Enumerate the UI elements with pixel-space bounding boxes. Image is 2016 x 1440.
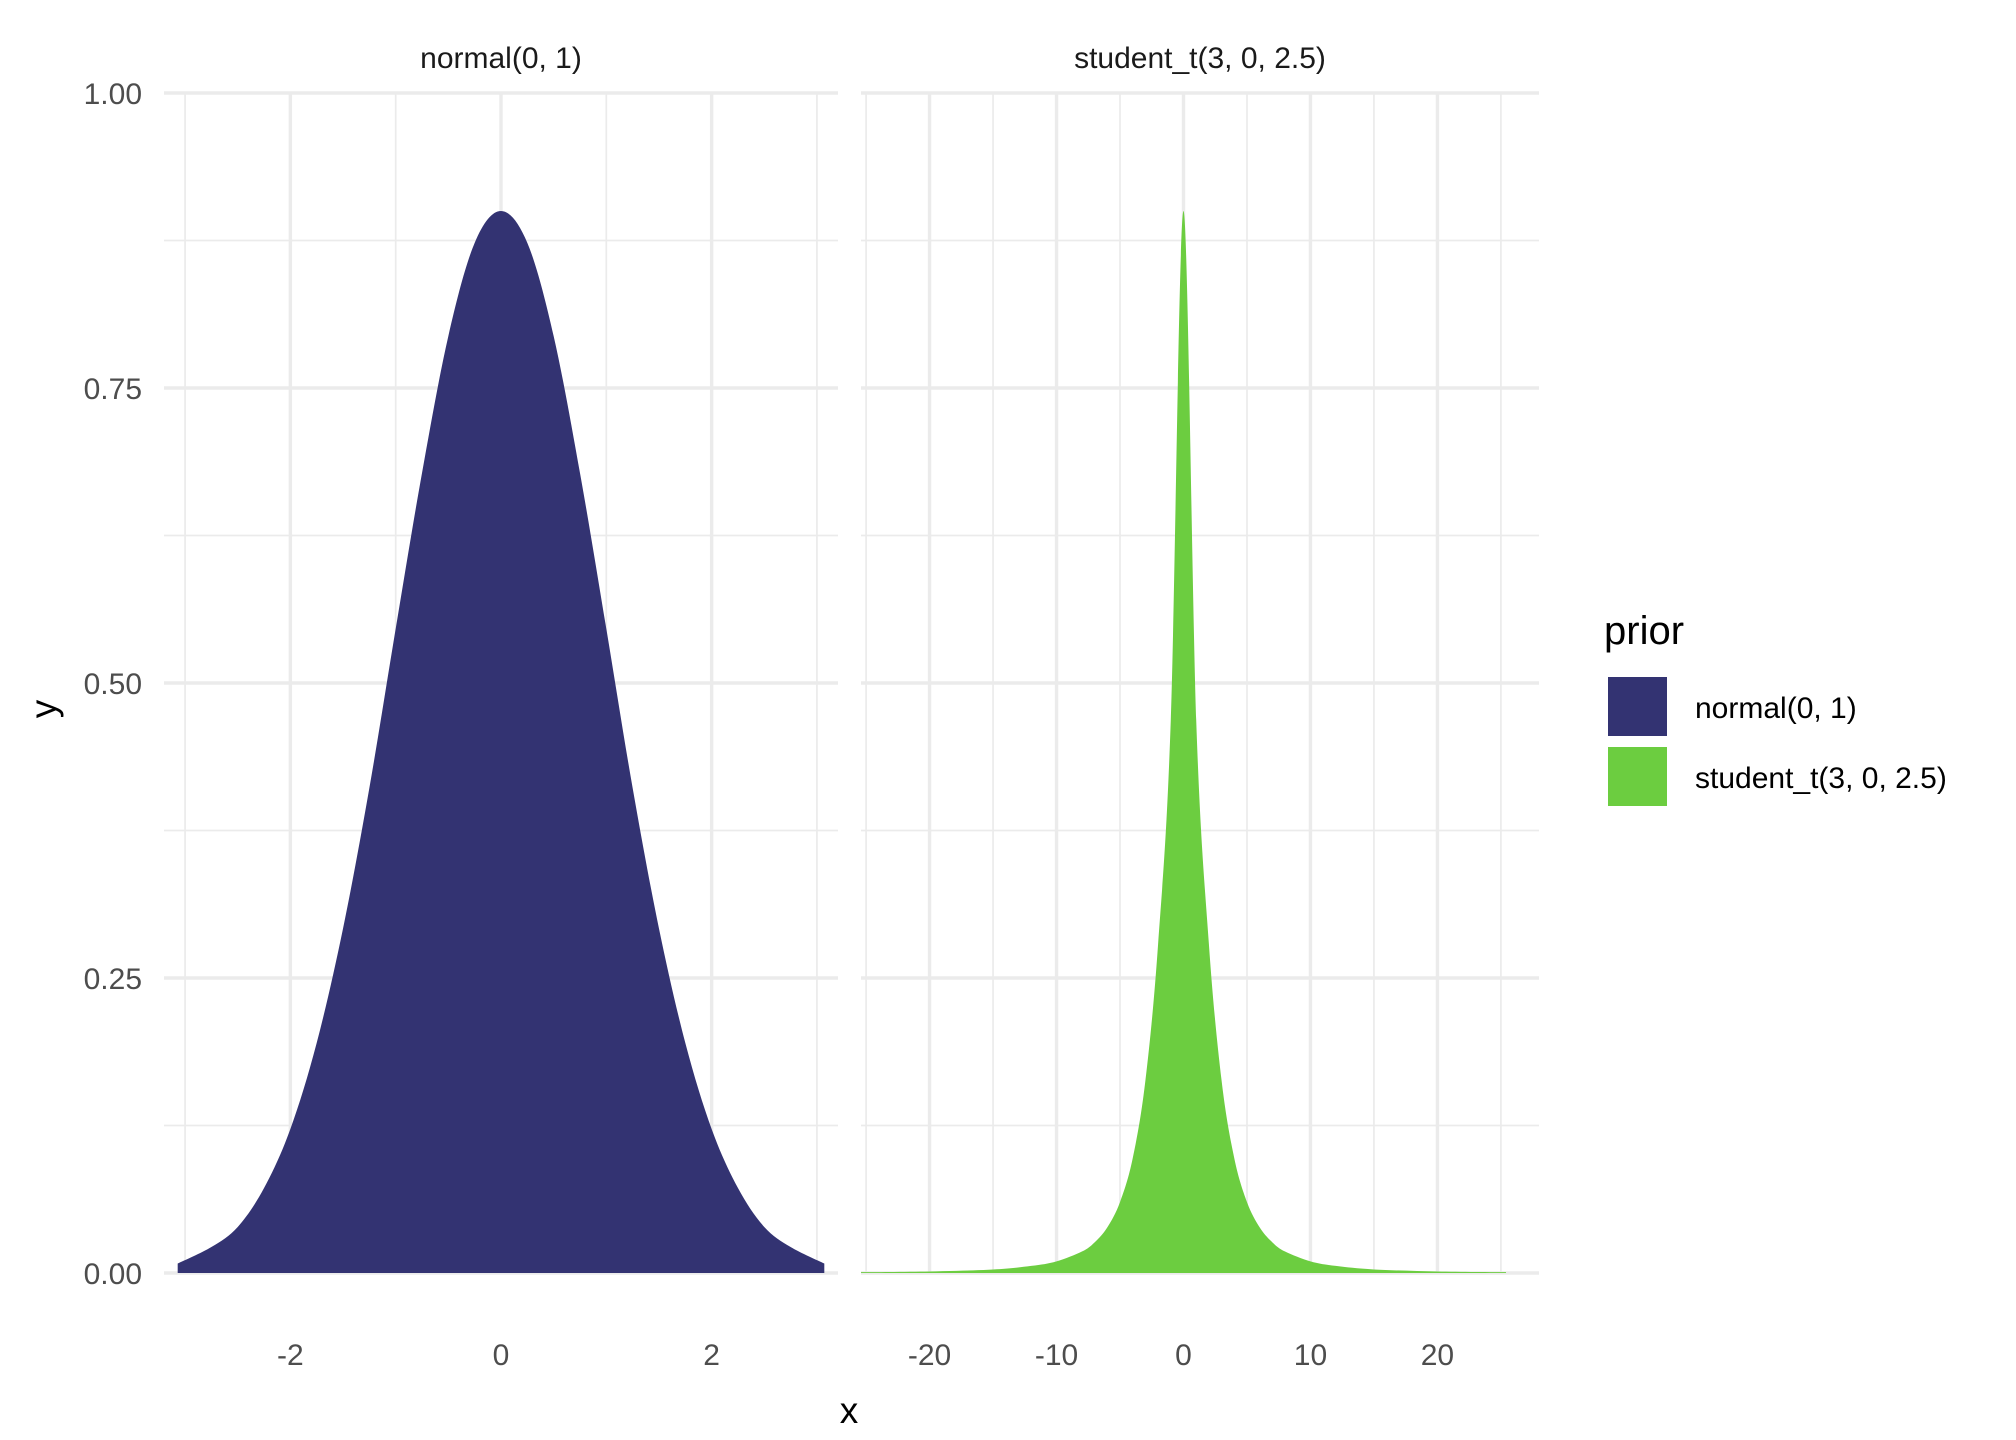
facet-title: normal(0, 1) [420,42,582,75]
legend-title: prior [1604,609,1684,653]
legend: prior normal(0, 1) student_t(3, 0, 2.5) [1604,609,1947,806]
x-axis-title: x [840,1390,859,1431]
y-tick-label: 0.00 [84,1258,142,1291]
y-axis-title: y [23,699,64,718]
x-tick-label: -2 [277,1339,304,1372]
x-tick-label: 20 [1421,1339,1454,1372]
legend-label-normal: normal(0, 1) [1695,692,1857,725]
facet-panel-0: normal(0, 1) -2 0 2 [164,42,838,1372]
x-tick-label: 0 [493,1339,510,1372]
legend-label-student-t: student_t(3, 0, 2.5) [1695,762,1947,795]
y-tick-label: 0.50 [84,668,142,701]
x-tick-label: 2 [703,1339,720,1372]
y-tick-label: 0.75 [84,373,142,406]
legend-swatch-student-t [1608,747,1667,806]
facet-panel-1: student_t(3, 0, 2.5) -20 -10 0 10 20 [861,42,1539,1372]
density-area-1 [861,211,1506,1273]
density-area-0 [177,211,825,1273]
x-tick-label: 0 [1175,1339,1192,1372]
x-tick-label: -20 [908,1339,951,1372]
legend-swatch-normal [1608,677,1667,736]
x-tick-label: -10 [1035,1339,1078,1372]
x-tick-label: 10 [1294,1339,1327,1372]
y-tick-label: 0.25 [84,963,142,996]
y-tick-label: 1.00 [84,78,142,111]
facet-title: student_t(3, 0, 2.5) [1074,42,1326,75]
